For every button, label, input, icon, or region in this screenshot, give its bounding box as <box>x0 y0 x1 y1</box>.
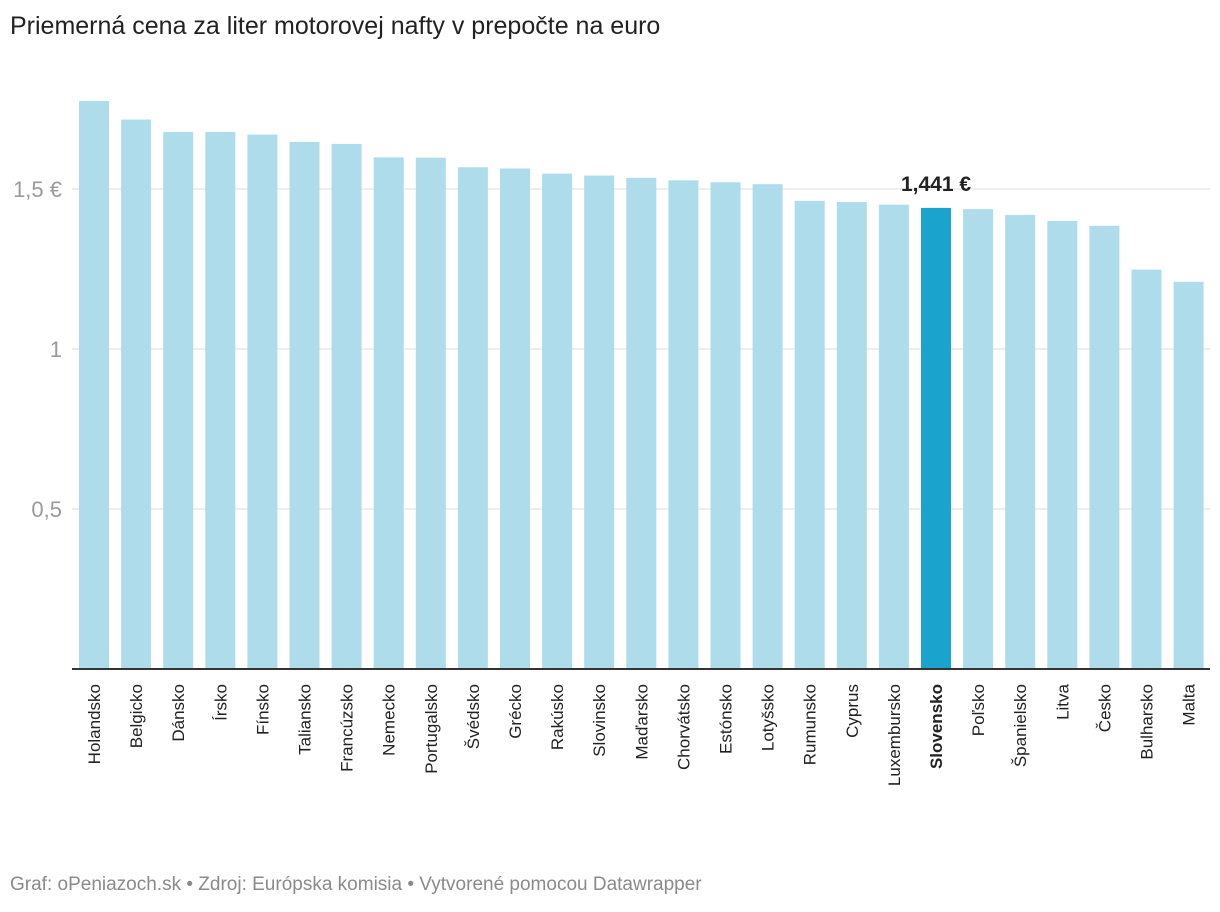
x-tick-label: Lotyšsko <box>759 684 778 751</box>
bar-default <box>415 157 446 669</box>
x-tick-label: Česko <box>1095 684 1114 732</box>
x-tick-label: Cyprus <box>843 684 862 738</box>
bar-default <box>121 119 152 669</box>
bar-default <box>1173 281 1204 669</box>
bar-default <box>457 167 488 670</box>
bar-default <box>836 202 867 669</box>
x-tick-label: Slovensko <box>927 684 946 769</box>
x-tick-label: Nemecko <box>380 684 399 756</box>
x-tick-label: Fínsko <box>253 684 272 735</box>
x-tick-label: Estónsko <box>717 684 736 754</box>
chart-footer: Graf: oPeniazoch.sk • Zdroj: Európska ko… <box>10 874 702 895</box>
x-tick-label: Taliansko <box>296 684 315 755</box>
x-tick-label: Poľsko <box>969 684 988 736</box>
y-tick-label: 1 <box>50 337 62 362</box>
bar-default <box>794 200 825 669</box>
bar-default <box>373 157 404 669</box>
x-tick-label: Rakúsko <box>548 684 567 750</box>
x-tick-label: Chorvátsko <box>674 684 693 770</box>
bar-default <box>247 134 278 670</box>
bar-default <box>205 132 236 670</box>
bar-default <box>289 141 320 669</box>
bar-default <box>1047 221 1078 669</box>
x-tick-label: Grécko <box>506 684 525 739</box>
bar-default <box>963 209 994 669</box>
bar-default <box>1131 269 1162 669</box>
bar-default <box>878 204 909 669</box>
x-tick-label: Rumunsko <box>801 684 820 765</box>
bar-default <box>542 173 573 669</box>
chart-title: Priemerná cena za liter motorovej nafty … <box>10 12 661 40</box>
bar-highlight <box>921 207 951 669</box>
x-tick-label: Bulharsko <box>1138 684 1157 760</box>
bar-default <box>668 180 699 670</box>
bar-default <box>500 168 530 669</box>
x-tick-label: Francúzsko <box>338 684 357 772</box>
x-tick-label: Luxembursko <box>885 684 904 786</box>
x-tick-label: Holandsko <box>85 684 104 764</box>
bar-default <box>79 101 109 669</box>
x-tick-label: Švédsko <box>464 684 483 749</box>
x-tick-label: Maďarsko <box>632 684 651 760</box>
y-tick-label: 1,5 € <box>13 177 62 202</box>
x-tick-label: Portugalsko <box>422 684 441 774</box>
bar-default <box>163 132 194 670</box>
bar-default <box>1089 225 1120 670</box>
bar-default <box>710 182 741 669</box>
x-tick-label: Slovinsko <box>590 684 609 757</box>
bar-default <box>331 143 362 669</box>
x-tick-label: Malta <box>1180 683 1199 725</box>
x-tick-label: Dánsko <box>169 684 188 742</box>
bar-default <box>1005 214 1036 670</box>
x-tick-label: Litva <box>1053 683 1072 719</box>
bar-default <box>752 184 783 669</box>
x-tick-label: Belgicko <box>127 684 146 748</box>
x-tick-label: Španielsko <box>1011 684 1030 767</box>
y-tick-label: 0,5 <box>31 497 62 522</box>
bar-default <box>584 175 615 669</box>
data-label: 1,441 € <box>901 173 971 196</box>
x-tick-label: Írsko <box>211 684 230 721</box>
bar-default <box>626 177 657 670</box>
